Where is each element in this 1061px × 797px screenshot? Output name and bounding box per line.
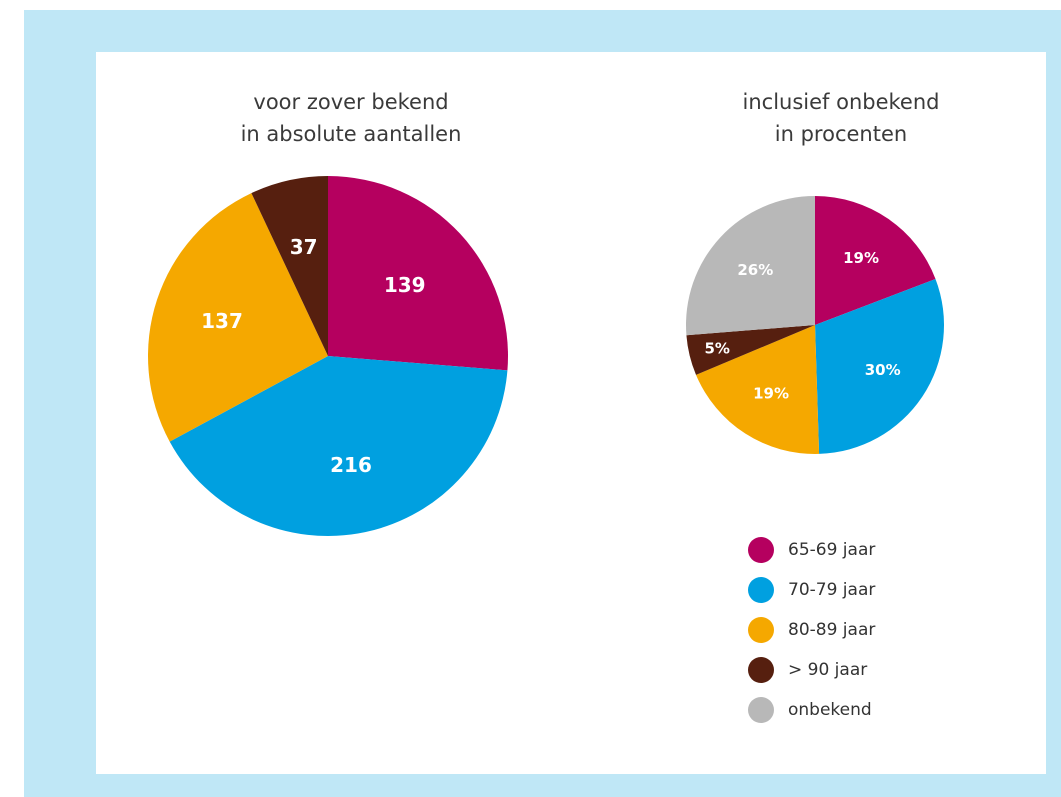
legend-item-65-69: 65-69 jaar	[748, 530, 875, 570]
legend-swatch-70-79	[748, 577, 774, 603]
pie-percent-slice-65-69-jaar	[815, 196, 936, 325]
pie-percent-label-70-79-jaar: 30%	[865, 361, 901, 379]
pie-absolute-label-90-jaar: 37	[290, 235, 318, 259]
legend-label-unknown: onbekend	[788, 700, 872, 720]
legend-item-70-79: 70-79 jaar	[748, 570, 875, 610]
pie-absolute-slice-90-jaar	[251, 176, 328, 356]
pie-percent-label-65-69-jaar: 19%	[843, 249, 879, 267]
pie-absolute: 139 216 137 37	[148, 176, 509, 537]
chart-title-percent: inclusief onbekend in procenten	[742, 90, 940, 146]
pie-percent-slice-onbekend	[686, 196, 815, 336]
pie-percent-label-onbekend: 26%	[737, 261, 773, 279]
legend-item-80-89: 80-89 jaar	[748, 610, 875, 650]
pie-percent-label-80-89-jaar: 19%	[753, 384, 789, 402]
pie-percent-label-90-jaar: 5%	[704, 340, 729, 358]
pie-absolute-label-80-89-jaar: 137	[201, 309, 243, 333]
legend-swatch-65-69	[748, 537, 774, 563]
legend-label-80-89: 80-89 jaar	[788, 620, 876, 640]
pie-absolute-slice-65-69-jaar	[328, 176, 509, 371]
pie-absolute-slice-70-79-jaar	[169, 356, 508, 537]
pie-percent-slice-80-89-jaar	[696, 325, 820, 455]
legend-swatch-90-plus	[748, 657, 774, 683]
pie-absolute-slice-80-89-jaar	[148, 193, 328, 442]
legend-item-90-plus: > 90 jaar	[748, 650, 875, 690]
legend-swatch-80-89	[748, 617, 774, 643]
legend: 65-69 jaar 70-79 jaar 80-89 jaar > 90 ja…	[748, 530, 875, 730]
legend-swatch-unknown	[748, 697, 774, 723]
legend-item-unknown: onbekend	[748, 690, 875, 730]
legend-label-65-69: 65-69 jaar	[788, 540, 876, 560]
legend-label-90-plus: > 90 jaar	[788, 660, 868, 680]
pie-absolute-label-70-79-jaar: 216	[330, 453, 372, 477]
chart-title-absolute: voor zover bekend in absolute aantallen	[240, 90, 462, 146]
pie-percent: 19% 30% 19% 5% 26%	[686, 196, 945, 455]
pie-absolute-label-65-69-jaar: 139	[384, 273, 426, 297]
pie-percent-slice-90-jaar	[686, 325, 815, 375]
legend-label-70-79: 70-79 jaar	[788, 580, 876, 600]
pie-percent-slice-70-79-jaar	[815, 278, 945, 454]
